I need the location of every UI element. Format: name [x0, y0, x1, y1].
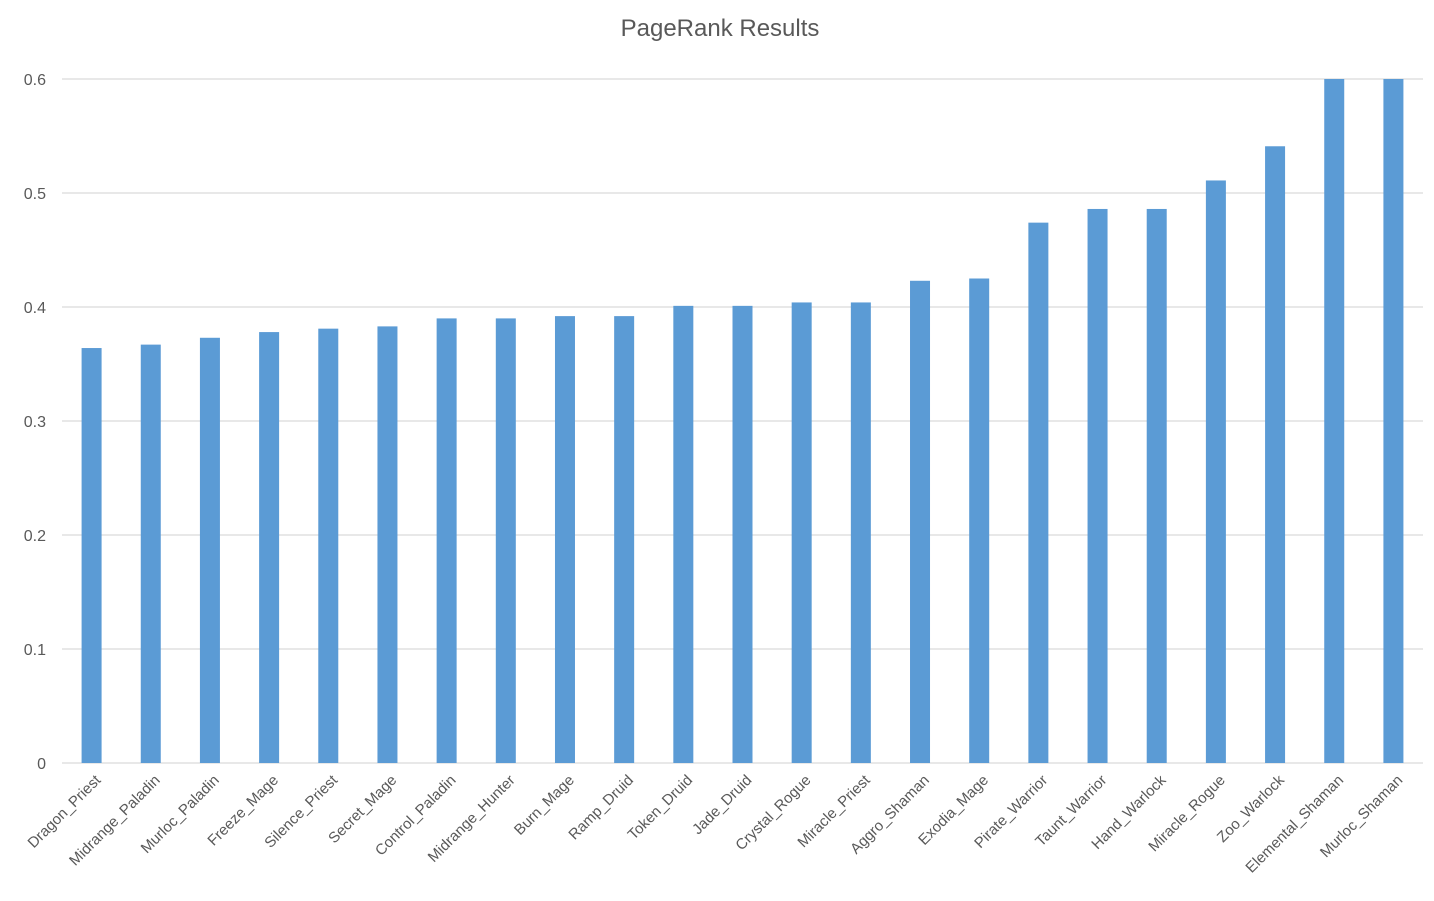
bar-midrange-paladin [140, 344, 161, 763]
y-tick-label: 0.2 [24, 528, 46, 545]
bar-elemental-shaman [1324, 79, 1345, 763]
bar-exodia-mage [969, 278, 990, 763]
bar-dragon-priest [81, 348, 102, 763]
bar-pirate-warrior [1028, 222, 1049, 763]
bar-silence-priest [318, 328, 339, 763]
y-tick-label: 0.4 [24, 300, 46, 317]
y-tick-label: 0.6 [24, 72, 46, 89]
bar-murloc-shaman [1383, 79, 1404, 763]
chart-title: PageRank Results [620, 15, 820, 42]
bar-aggro-shaman [910, 280, 931, 763]
y-tick-label: 0.5 [24, 186, 46, 203]
y-tick-label: 0.1 [24, 642, 46, 659]
bar-hand-warlock [1146, 208, 1167, 763]
bar-control-paladin [436, 318, 457, 763]
bars [81, 79, 1404, 763]
bar-burn-mage [554, 316, 575, 763]
bar-murloc-paladin [199, 337, 220, 763]
bar-ramp-druid [614, 316, 635, 763]
bar-taunt-warrior [1087, 208, 1108, 763]
bar-miracle-priest [850, 302, 871, 763]
bar-token-druid [673, 305, 694, 763]
bar-midrange-hunter [495, 318, 516, 763]
y-axis-ticks: 0 0.1 0.2 0.3 0.4 0.5 0.6 [24, 72, 46, 773]
bar-miracle-rogue [1205, 180, 1226, 763]
y-tick-label: 0.3 [24, 414, 46, 431]
bar-secret-mage [377, 326, 398, 763]
bar-crystal-rogue [791, 302, 812, 763]
x-axis-ticks: Dragon_PriestMidrange_PaladinMurloc_Pala… [25, 771, 1407, 876]
y-tick-label: 0 [37, 756, 46, 773]
bar-zoo-warlock [1265, 146, 1286, 763]
x-tick-label: Elemental_Shaman [1242, 772, 1347, 877]
bar-freeze-mage [259, 332, 280, 763]
bar-jade-druid [732, 305, 753, 763]
